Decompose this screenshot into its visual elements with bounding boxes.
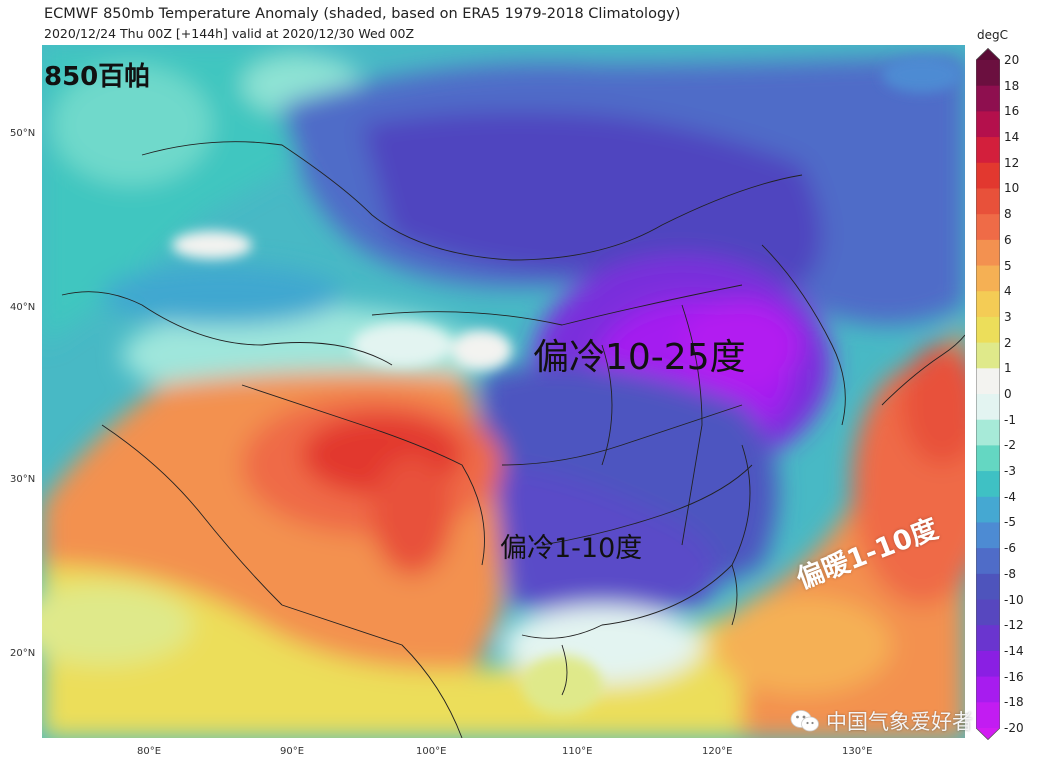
colorbar-segment <box>976 419 1000 446</box>
colorbar-segment <box>976 548 1000 575</box>
colorbar-tick-label: -10 <box>1004 592 1024 607</box>
colorbar-segment <box>976 573 1000 601</box>
chart-subtitle: 2020/12/24 Thu 00Z [+144h] valid at 2020… <box>44 26 415 41</box>
colorbar-tick-label: -8 <box>1004 566 1016 581</box>
colorbar-tick-label: -3 <box>1004 464 1016 479</box>
colorbar-segment <box>976 650 1000 678</box>
colorbar-tick-label: 10 <box>1004 181 1020 196</box>
cold-anomaly-label-small: 偏冷1-10度 <box>500 533 643 564</box>
lon-label: 100°E <box>416 746 447 757</box>
coastline <box>881 334 965 406</box>
colorbar-tick-label: -4 <box>1004 489 1016 504</box>
colorbar-tick-label: -14 <box>1004 643 1024 658</box>
colorbar-segment <box>976 625 1000 652</box>
colorbar-segment <box>976 188 1000 215</box>
coastline <box>761 244 846 426</box>
colorbar-unit: degC <box>977 28 1008 42</box>
boundaries <box>61 141 965 738</box>
lon-label: 130°E <box>842 746 873 757</box>
border-line <box>101 424 283 606</box>
colorbar-extend-top <box>976 48 1000 60</box>
colorbar-tick-label: 1 <box>1004 361 1012 376</box>
lat-label: 30°N <box>10 474 36 485</box>
colorbar-tick-label: -12 <box>1004 618 1024 633</box>
coastline <box>731 564 738 626</box>
border-line <box>241 384 485 566</box>
wechat-icon <box>790 710 819 732</box>
colorbar-segment <box>976 239 1000 267</box>
colorbar-tick-label: 2 <box>1004 335 1012 350</box>
level-label: 850百帕 <box>44 62 151 92</box>
watermark: 中国气象爱好者 <box>790 706 973 736</box>
colorbar-tick-label: -18 <box>1004 695 1024 710</box>
lat-label: 20°N <box>10 648 36 659</box>
colorbar-tick-label: 18 <box>1004 78 1020 93</box>
lat-label: 50°N <box>10 128 36 139</box>
border-line <box>61 291 393 366</box>
colorbar-tick-label: -20 <box>1004 721 1024 735</box>
coastline <box>521 444 751 639</box>
colorbar-segment <box>976 522 1000 549</box>
coastline <box>561 644 568 696</box>
border-line <box>501 404 743 466</box>
border-line <box>601 344 613 466</box>
anomaly-shading <box>42 45 965 738</box>
lon-label: 120°E <box>702 746 733 757</box>
lon-label: 90°E <box>280 746 305 757</box>
lat-label: 40°N <box>10 302 36 313</box>
colorbar-tick-label: -2 <box>1004 438 1016 453</box>
colorbar-segment <box>976 702 1000 729</box>
colorbar-segment <box>976 394 1000 421</box>
colorbar-segment <box>976 291 1000 318</box>
colorbar-tick-label: 3 <box>1004 309 1012 324</box>
border-line <box>371 284 743 326</box>
border-line <box>281 604 463 738</box>
lon-label: 80°E <box>137 746 162 757</box>
colorbar-segment <box>976 496 1000 523</box>
colorbar <box>976 48 1000 740</box>
cold-anomaly-label-large: 偏冷10-25度 <box>533 337 746 378</box>
colorbar-tick-label: 12 <box>1004 155 1020 170</box>
colorbar-tick-label: 16 <box>1004 104 1020 119</box>
colorbar-segment <box>976 599 1000 626</box>
anomaly-detail <box>172 57 962 715</box>
colorbar-outline <box>976 48 1000 740</box>
colorbar-tick-label: 20 <box>1004 53 1020 67</box>
border-line <box>541 464 753 546</box>
watermark-text: 中国气象爱好者 <box>826 710 973 734</box>
colorbar-segment <box>976 214 1000 241</box>
colorbar-segment <box>976 676 1000 703</box>
border-line <box>141 141 803 261</box>
colorbar-segment <box>976 368 1000 395</box>
colorbar-segment <box>976 265 1000 292</box>
anomaly-map <box>42 45 965 738</box>
colorbar-segment <box>976 342 1000 369</box>
colorbar-tick-label: 4 <box>1004 284 1012 299</box>
colorbar-segment <box>976 316 1000 344</box>
colorbar-tick-label: -5 <box>1004 515 1016 530</box>
colorbar-segment <box>976 111 1000 138</box>
colorbar-segment <box>976 445 1000 472</box>
anomaly-map-svg <box>42 45 965 738</box>
colorbar-segment <box>976 85 1000 112</box>
colorbar-tick-label: 0 <box>1004 387 1012 401</box>
colorbar-segment <box>976 60 1000 87</box>
colorbar-tick-label: -16 <box>1004 669 1024 684</box>
border-line <box>681 304 703 546</box>
colorbar-tick-label: 6 <box>1004 232 1012 247</box>
colorbar-tick-label: 14 <box>1004 130 1020 145</box>
colorbar-tick-label: 5 <box>1004 258 1012 273</box>
colorbar-segment <box>976 162 1000 189</box>
colorbar-tick-label: -6 <box>1004 541 1016 556</box>
colorbar-extend-bottom <box>976 728 1000 740</box>
lon-label: 110°E <box>562 746 593 757</box>
colorbar-segment <box>976 137 1000 164</box>
colorbar-tick-label: 8 <box>1004 207 1012 222</box>
chart-title: ECMWF 850mb Temperature Anomaly (shaded,… <box>44 6 681 22</box>
colorbar-tick-label: -1 <box>1004 412 1016 427</box>
colorbar-segment <box>976 471 1000 498</box>
